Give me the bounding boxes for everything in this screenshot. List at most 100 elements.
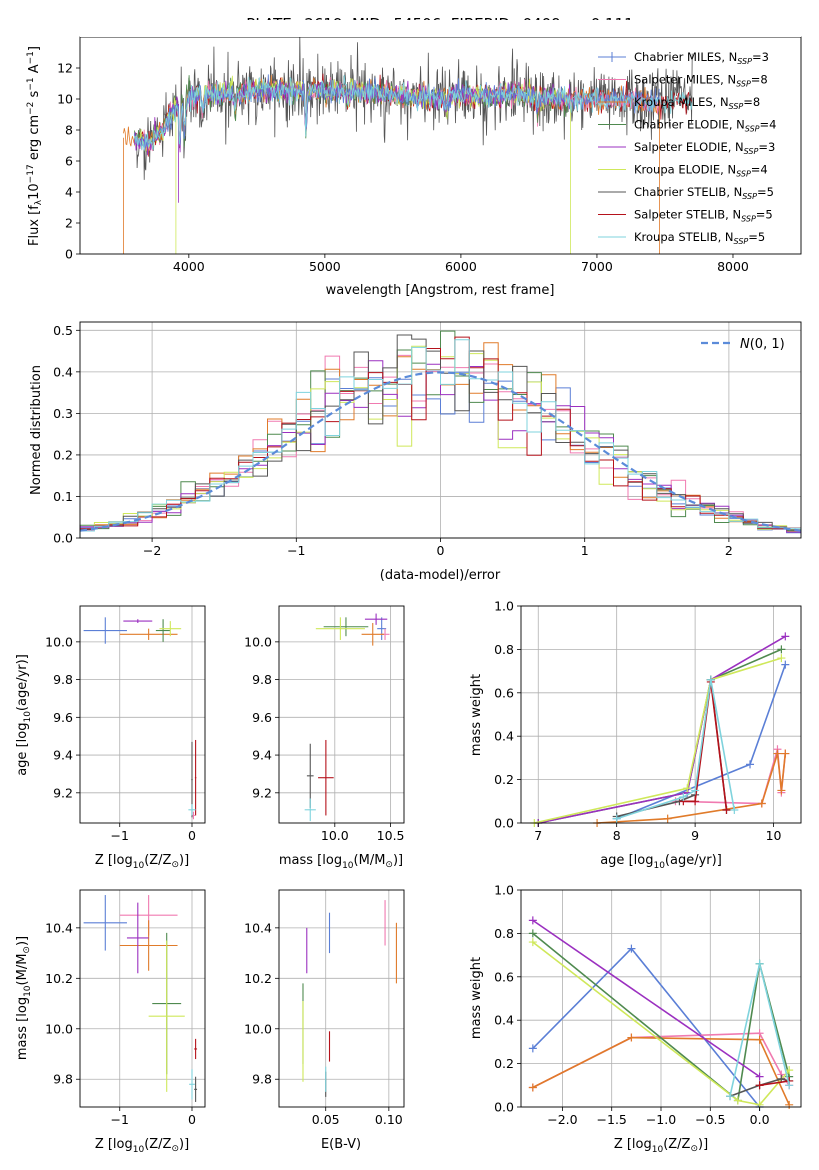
series-marker — [746, 760, 755, 769]
x-tick-label: 10.0 — [321, 828, 349, 843]
series-marker — [528, 1044, 537, 1053]
series-path — [616, 664, 787, 820]
series-path — [532, 932, 790, 1102]
errorbar-point — [323, 617, 369, 637]
legend-label: Chabrier ELODIE, NSSP=4 — [634, 118, 776, 134]
errorbar-point — [148, 940, 185, 1092]
y-tick-label: 0.2 — [494, 772, 514, 787]
x-tick-label: 7 — [534, 828, 542, 843]
series-path — [532, 947, 761, 1108]
legend-label: Salpeter STELIB, NSSP=5 — [634, 208, 773, 224]
y-tick-label: 0.8 — [494, 642, 514, 657]
y-tick-label: 0.6 — [494, 969, 514, 984]
x-tick-label: 7000 — [581, 259, 613, 274]
legend-label: Kroupa MILES, NSSP=8 — [634, 95, 760, 111]
series-marker — [777, 645, 786, 654]
errorbar-point — [119, 628, 178, 640]
y-tick-label: 10.0 — [244, 634, 272, 649]
y-tick-label: 0.0 — [53, 531, 73, 546]
x-tick-label: −1.5 — [597, 1112, 627, 1127]
x-tick-label: 0.10 — [375, 1112, 403, 1127]
x-axis-label: mass [log10(M/M⊙)] — [279, 853, 403, 871]
series-marker — [755, 1035, 764, 1044]
y-tick-label: 2 — [65, 216, 73, 231]
axes-frame — [79, 605, 206, 824]
legend: Chabrier MILES, NSSP=3 Salpeter MILES, NS… — [598, 50, 776, 246]
plot-area — [528, 916, 794, 1111]
panel-weight-vs-age: 7 8 9 10 0.0 0.2 0.4 0.6 0.8 1.0 age [log10(age/yr… — [469, 599, 802, 871]
y-axis-label: Normed distribution — [29, 365, 44, 495]
series-marker — [706, 675, 715, 684]
x-tick-label: 0.05 — [312, 1112, 340, 1127]
series-marker — [777, 654, 786, 663]
axes-frame — [520, 889, 802, 1108]
series-path — [729, 1077, 790, 1097]
y-tick-label: 4 — [65, 185, 73, 200]
series-marker — [691, 786, 700, 795]
x-axis-label: (data-model)/error — [380, 568, 501, 583]
series-marker — [757, 799, 766, 808]
y-tick-label: 9.2 — [53, 785, 73, 800]
errorbar-point — [188, 804, 196, 816]
errorbar-point — [119, 920, 178, 971]
x-tick-label: 9 — [691, 828, 699, 843]
y-tick-label: 1.0 — [494, 599, 514, 614]
y-tick-label: 10.0 — [45, 1021, 73, 1036]
errorbar-point — [194, 739, 197, 816]
x-tick-label: 8 — [613, 828, 621, 843]
y-tick-label: 8 — [65, 123, 73, 138]
x-tick-label: 4000 — [173, 259, 205, 274]
series-marker — [730, 805, 739, 814]
panel-age-vs-mass: 10.0 10.5 9.2 9.4 9.6 9.8 10.0 mass [log10(M/M⊙… — [244, 605, 405, 871]
panel-residuals: −2 −1 0 1 2 0.0 0.1 0.2 0.3 0.4 0.5 N(0, 1) (data-mo… — [29, 321, 802, 583]
series-marker — [785, 1066, 794, 1075]
series-path — [532, 1036, 790, 1106]
y-axis-label: age [log10(age/yr)] — [15, 654, 33, 776]
x-tick-label: 10.5 — [377, 828, 405, 843]
y-tick-label: 9.4 — [252, 748, 272, 763]
y-axis-label: mass weight — [469, 957, 484, 1039]
clip-top — [80, 20, 801, 37]
x-tick-label: 1 — [581, 543, 589, 558]
plot-area — [83, 617, 197, 820]
x-tick-label: −1 — [111, 1112, 129, 1127]
plot-area — [530, 632, 790, 827]
panels: 4000 5000 6000 7000 8000024681012wavelength … — [15, 20, 802, 1155]
y-tick-label: 9.6 — [252, 710, 272, 725]
y-tick-label: 10.0 — [45, 634, 73, 649]
series-path — [597, 753, 787, 824]
x-tick-label: 0.0 — [750, 1112, 770, 1127]
plot-area — [304, 613, 390, 822]
x-tick-label: −1.0 — [646, 1112, 676, 1127]
x-tick-label: 5000 — [309, 259, 341, 274]
errorbar-point — [364, 613, 388, 625]
y-tick-label: 0 — [65, 247, 73, 262]
series-marker — [528, 938, 537, 947]
axes-frame — [278, 889, 405, 1108]
series-path — [759, 1080, 790, 1087]
y-tick-label: 10 — [57, 92, 73, 107]
legend-label: Kroupa ELODIE, NSSP=4 — [634, 163, 768, 179]
series-path — [683, 681, 728, 811]
x-axis-label: Z [log10(Z/Z⊙)] — [95, 853, 189, 871]
series-marker — [781, 632, 790, 641]
series-marker — [781, 749, 790, 758]
x-tick-label: 0 — [188, 1112, 196, 1127]
y-tick-label: 0.6 — [494, 685, 514, 700]
series-marker — [781, 660, 790, 669]
series-line — [612, 675, 739, 823]
axes-frame — [79, 889, 206, 1108]
y-tick-label: 9.8 — [53, 1072, 73, 1087]
y-axis-label: mass [log10(M/M⊙)] — [15, 936, 33, 1060]
errorbar-point — [318, 739, 334, 816]
y-tick-label: 0.4 — [53, 364, 73, 379]
series-marker — [722, 805, 731, 814]
series-marker — [663, 814, 672, 823]
y-tick-label: 0.0 — [494, 816, 514, 831]
errorbar-point — [306, 743, 314, 808]
plot-area — [302, 900, 397, 1097]
plot-area — [123, 33, 693, 254]
x-axis-label: E(B-V) — [321, 1137, 361, 1152]
legend-label: Salpeter MILES, NSSP=8 — [634, 73, 768, 89]
y-tick-label: 9.4 — [53, 748, 73, 763]
